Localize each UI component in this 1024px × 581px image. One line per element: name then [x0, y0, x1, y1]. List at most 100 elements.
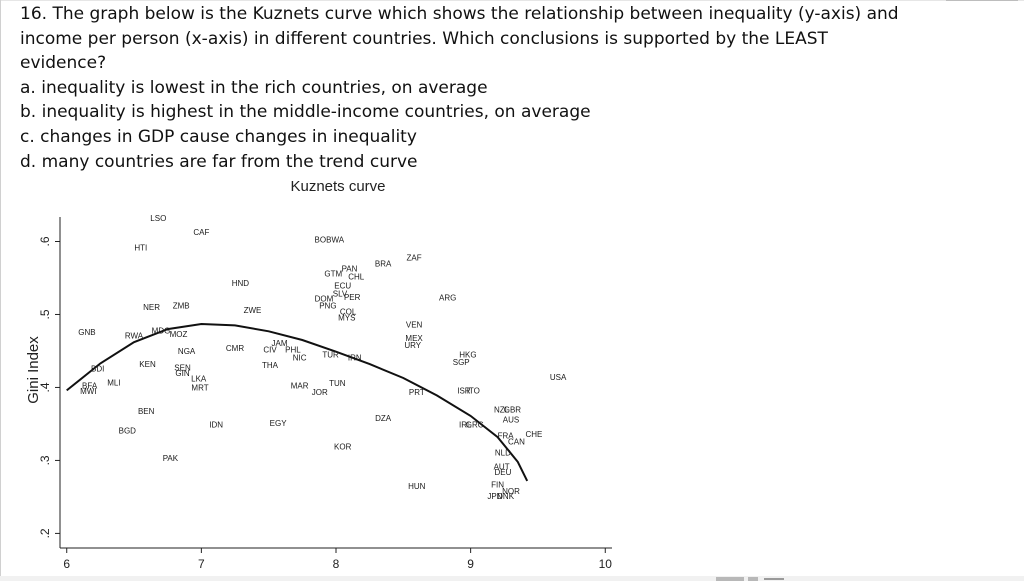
country-point-mwi: MWI: [80, 387, 96, 396]
country-point-ury: URY: [404, 341, 421, 350]
country-point-nzl: NZL: [494, 405, 510, 414]
country-point-tha: THA: [262, 361, 279, 370]
option-a[interactable]: a. inequality is lowest in the rich coun…: [20, 77, 488, 98]
country-point-bobwa: BOBWA: [315, 235, 345, 244]
chart-title: Kuznets curve: [290, 178, 385, 195]
question-block: 16. The graph below is the Kuznets curve…: [20, 2, 900, 174]
country-point-col: COL: [340, 308, 357, 317]
country-point-pak: PAK: [163, 454, 179, 463]
country-point-can: CAN: [508, 438, 525, 447]
scroll-indicator: [764, 578, 784, 580]
country-point-phl: PHL: [285, 346, 301, 355]
x-tick-label: 8: [333, 557, 340, 571]
country-point-gbr: GBR: [504, 405, 522, 414]
country-point-moz: MOZ: [170, 330, 188, 339]
country-point-irl: IRL: [459, 421, 472, 430]
y-axis-label: Gini Index: [25, 336, 42, 404]
country-point-mex: MEX: [405, 334, 423, 343]
option-b[interactable]: b. inequality is highest in the middle-i…: [20, 102, 591, 123]
country-point-isr: ISR: [457, 386, 471, 395]
country-point-ven: VEN: [406, 321, 423, 330]
country-point-nor: NOR: [502, 487, 520, 496]
country-point-gin: GIN: [175, 369, 189, 378]
country-point-sen: SEN: [174, 364, 191, 373]
country-point-mar: MAR: [291, 381, 309, 390]
country-point-cmr: CMR: [226, 344, 244, 353]
screenshot-top-edge: [0, 0, 1024, 1]
trend-curve: [66, 322, 529, 482]
bottom-scroll-strip[interactable]: [0, 576, 1024, 581]
country-point-pan: PAN: [342, 265, 358, 274]
scroll-thumb-small[interactable]: [748, 577, 758, 581]
country-point-per: PER: [344, 293, 361, 302]
country-point-hnd: HND: [232, 279, 250, 288]
x-tick-label: 9: [467, 557, 474, 571]
country-point-slv: SLV: [333, 289, 348, 298]
country-point-mrt: MRT: [191, 383, 208, 392]
country-point-lka: LKA: [191, 375, 207, 384]
country-point-chl: CHL: [348, 273, 365, 282]
country-point-jam: JAM: [272, 339, 288, 348]
country-point-mli: MLI: [107, 378, 120, 387]
y-tick-label: .4: [38, 382, 52, 392]
option-c[interactable]: c. changes in GDP cause changes in inequ…: [20, 126, 417, 147]
y-tick-label: .3: [38, 455, 52, 465]
country-point-rwa: RWA: [125, 332, 144, 341]
country-point-che: CHE: [525, 430, 542, 439]
x-tick-label: 10: [599, 557, 613, 571]
country-point-zmb: ZMB: [173, 302, 190, 311]
country-point-gnb: GNB: [78, 328, 95, 337]
country-point-deu: DEU: [494, 468, 511, 477]
country-point-mys: MYS: [338, 313, 355, 322]
country-point-ito: ITO: [467, 386, 480, 395]
question-stem: 16. The graph below is the Kuznets curve…: [20, 4, 899, 74]
top-right-rule: [946, 0, 1018, 1]
country-point-usa: USA: [550, 373, 567, 382]
country-point-grc: GRC: [466, 421, 484, 430]
country-point-ben: BEN: [138, 407, 155, 416]
country-point-aut: AUT: [494, 462, 510, 471]
country-point-lso: LSO: [150, 214, 166, 223]
country-point-idn: IDN: [209, 421, 223, 430]
country-point-sgp: SGP: [453, 358, 470, 367]
y-tick-label: .2: [38, 528, 52, 538]
country-point-nld: NLD: [495, 448, 511, 457]
country-point-dza: DZA: [375, 414, 392, 423]
country-point-ecu: ECU: [334, 281, 351, 290]
country-point-hun: HUN: [408, 482, 426, 491]
country-point-tun: TUN: [329, 379, 346, 388]
country-point-arg: ARG: [439, 294, 456, 303]
country-point-hti: HTI: [134, 243, 147, 252]
y-tick-label: .6: [38, 236, 52, 246]
country-point-tur: TUR: [322, 351, 339, 360]
country-point-dom: DOM: [315, 294, 334, 303]
country-point-bgd: BGD: [119, 427, 137, 436]
country-point-ken: KEN: [139, 360, 156, 369]
country-point-egy: EGY: [270, 419, 288, 428]
axes: .2 .3 .4 .5 .6 6 7 8 9 10: [38, 217, 612, 571]
country-point-zaf: ZAF: [407, 254, 422, 263]
country-point-prt: PRT: [409, 388, 425, 397]
country-point-civ: CIV: [263, 346, 277, 355]
country-point-bdi: BDI: [91, 365, 104, 374]
country-point-jor: JOR: [312, 388, 328, 397]
country-point-mdg: MDG: [152, 327, 171, 336]
country-point-fra: FRA: [498, 432, 515, 441]
country-point-ner: NER: [143, 303, 160, 312]
x-tick-label: 6: [63, 557, 70, 571]
country-point-nic: NIC: [293, 354, 307, 363]
country-point-aus: AUS: [503, 416, 519, 425]
trend-curve-group: [66, 322, 529, 482]
country-point-gtm: GTM: [324, 270, 342, 279]
option-d[interactable]: d. many countries are far from the trend…: [20, 151, 418, 172]
country-point-hkg: HKG: [459, 351, 476, 360]
country-point-nga: NGA: [178, 347, 196, 356]
country-point-bra: BRA: [375, 259, 392, 268]
screenshot-left-edge: [0, 0, 1, 581]
country-point-png: PNG: [319, 302, 336, 311]
country-point-kor: KOR: [334, 443, 352, 452]
scroll-thumb[interactable]: [716, 577, 744, 581]
country-point-caf: CAF: [193, 228, 209, 237]
